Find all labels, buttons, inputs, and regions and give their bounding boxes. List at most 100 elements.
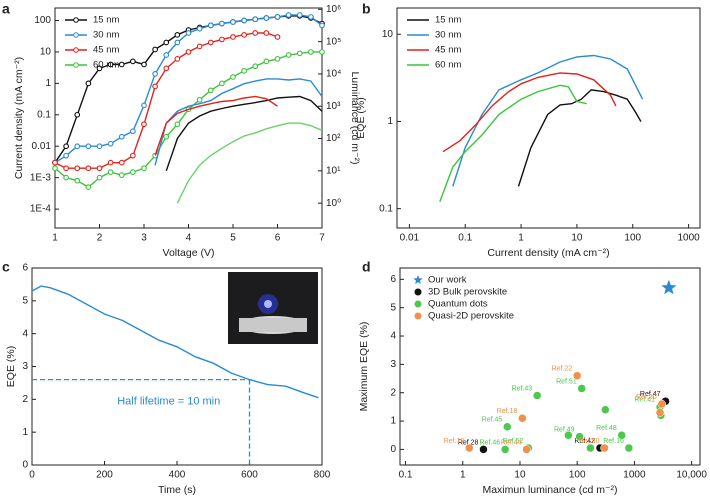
point-marker (152, 46, 158, 53)
y-tick-label: 6 (390, 274, 396, 285)
y-tick-label: 1 (22, 427, 28, 438)
panel-label: c (2, 259, 10, 275)
x-tick-label: 6 (275, 233, 281, 244)
point-marker (185, 49, 192, 55)
point-marker (130, 128, 136, 135)
point-marker (185, 30, 192, 36)
point-marker (141, 61, 147, 68)
point-marker (241, 17, 247, 24)
scatter-point (479, 445, 488, 454)
point-label: Ref.49 (554, 426, 575, 433)
legend-marker (73, 17, 79, 23)
y-tick-label: 2 (22, 394, 28, 405)
legend-marker (414, 300, 422, 308)
x-tick-label: 100 (569, 470, 586, 481)
point-marker (107, 169, 114, 175)
y-tick-label: 1 (390, 416, 396, 427)
point-label: Ref.48 (596, 425, 617, 432)
y-tick-label: 1 (387, 116, 393, 127)
y2-tick-label: 10⁶ (326, 4, 341, 15)
y2-tick-label: 10¹ (326, 165, 341, 176)
point-marker (141, 165, 147, 172)
point-marker (85, 184, 92, 190)
point-marker (96, 143, 103, 150)
series-line (165, 95, 323, 172)
x-axis-title: Voltage (V) (163, 247, 215, 259)
point-marker (141, 121, 147, 128)
point-label: Ref.20 (636, 394, 657, 401)
point-marker (308, 49, 314, 55)
legend-label: 3D Bulk perovskite (428, 287, 507, 298)
point-marker (308, 14, 314, 20)
point-label: Ref.28 (458, 439, 479, 446)
point-marker (63, 174, 69, 181)
x-tick-label: 1 (52, 233, 58, 244)
point-marker (219, 80, 225, 87)
y-tick-label: 3 (390, 359, 396, 370)
point-label: Ref.16 (603, 438, 624, 445)
inset-photo (228, 272, 318, 344)
point-marker (274, 34, 281, 40)
legend-marker (414, 288, 422, 296)
point-marker (241, 31, 247, 38)
x-tick-label: 100 (624, 233, 641, 244)
point-marker (285, 12, 292, 18)
point-marker (219, 20, 225, 27)
legend-marker (73, 47, 79, 53)
y-tick-label: 10 (40, 47, 52, 58)
y2-tick-label: 10⁴ (326, 69, 341, 80)
y2-axis-title: Luminance (cd m⁻²) (349, 71, 361, 164)
scatter-point (586, 443, 595, 453)
point-marker (63, 165, 69, 172)
point-label: Ref.41 (634, 397, 655, 404)
scatter-point (577, 384, 586, 393)
point-marker (207, 39, 214, 46)
x-tick-label: 7 (319, 233, 325, 244)
x-tick-label: 4 (186, 233, 192, 244)
x-tick-label: 1 (518, 233, 524, 244)
legend-label: 45 nm (93, 45, 119, 56)
y2-tick-label: 10⁰ (326, 198, 341, 209)
x-tick-label: 1 (460, 470, 466, 481)
point-marker (107, 140, 114, 147)
panel-label: a (2, 1, 10, 17)
point-marker (263, 58, 270, 65)
scatter-point (601, 405, 610, 414)
series-line (439, 84, 587, 202)
scatter-point (624, 443, 634, 453)
point-marker (319, 49, 325, 55)
scatter-point (500, 445, 510, 454)
point-marker (174, 39, 181, 46)
point-marker (263, 30, 270, 36)
point-marker (174, 31, 181, 38)
scatter-point (655, 408, 665, 417)
legend-label: 60 nm (93, 60, 119, 71)
scatter-point (575, 432, 584, 441)
point-marker (130, 58, 136, 65)
x-tick-label: 3 (141, 233, 147, 244)
scatter-point (522, 445, 531, 454)
panel-label: b (362, 1, 371, 17)
x-tick-label: 0.1 (458, 233, 472, 244)
y2-tick-label: 10² (326, 133, 341, 144)
series-line (442, 72, 617, 153)
y-axis-title: Maximum EQE (%) (358, 322, 370, 412)
point-marker (163, 65, 170, 72)
series-line (154, 78, 323, 166)
point-marker (241, 68, 247, 74)
y-axis-title: EQE (%) (355, 97, 367, 138)
y-tick-label: 0.01 (32, 141, 52, 152)
legend-label: Quasi-2D perovskite (428, 311, 514, 322)
plot-frame (396, 7, 701, 229)
point-marker (230, 19, 236, 25)
inset-emitter (264, 300, 272, 308)
point-marker (319, 22, 325, 29)
point-marker (96, 165, 103, 172)
scatter-point (503, 422, 512, 431)
x-tick-label: 1000 (677, 233, 700, 244)
point-label: Ref.50 (579, 438, 600, 445)
point-marker (107, 159, 114, 166)
y2-tick-label: 10³ (326, 101, 341, 112)
